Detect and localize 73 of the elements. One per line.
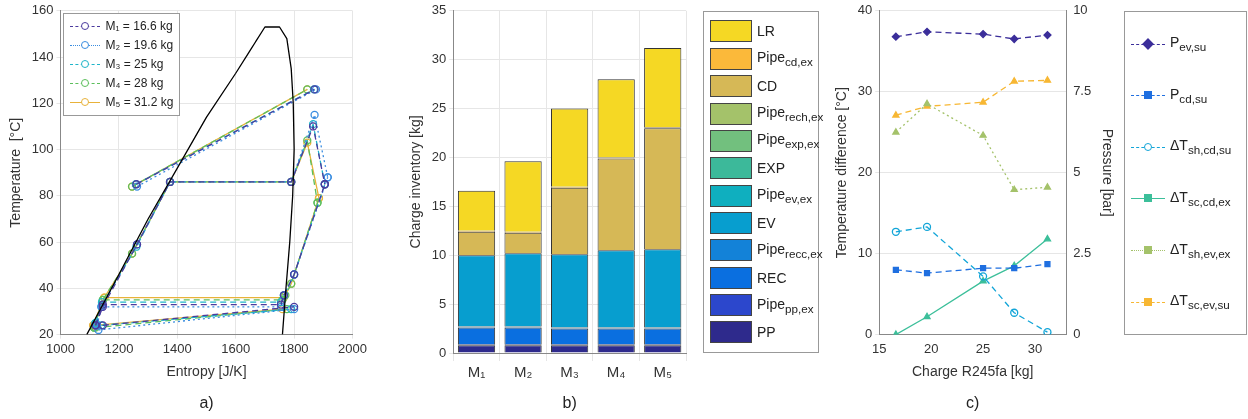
y-tick-label: 30 (431, 51, 447, 67)
legend-label: M₁ = 16.6 kg (105, 17, 173, 35)
y-tick-label: 35 (431, 2, 447, 18)
y-tick-label: 160 (31, 2, 54, 18)
legend-label: Pipe$_{rech,ex}$ (757, 104, 824, 123)
legend-label: REC (757, 269, 787, 286)
x-tick-label: 1400 (162, 340, 192, 356)
legend-label: PP (757, 324, 776, 341)
legend-label: M₂ = 19.6 kg (105, 36, 174, 54)
y-tick-label: 5 (439, 295, 447, 311)
y-axis-title: Temperature difference [°C] (833, 87, 850, 259)
legend-label: P$_{ev,su}$ (1170, 34, 1207, 53)
y-tick-label: 30 (857, 83, 873, 99)
y-tick-label: 40 (857, 2, 873, 18)
legend-label: Pipe$_{cd,ex}$ (757, 49, 813, 69)
y-tick-label: 0 (865, 326, 873, 342)
legend-label: Pipe$_{ev,ex}$ (757, 186, 813, 205)
legend-label: Pipe$_{recc,ex}$ (757, 240, 823, 260)
y2-tick-label: 10 (1073, 2, 1088, 18)
x-tick-label: 1600 (221, 340, 251, 356)
legend-label: ΔT$_{sh,ev,ex}$ (1170, 240, 1231, 260)
text: b) (561, 394, 578, 412)
legend-label: CD (757, 78, 778, 95)
x-tick-label: M₁ (467, 363, 486, 381)
y-tick-label: 0 (439, 344, 447, 360)
y-tick-label: 80 (39, 187, 54, 203)
legend-label: M₄ = 28 kg (105, 74, 164, 92)
x-axis-title: Entropy [J/K] (166, 363, 247, 380)
legend-label: M₃ = 25 kg (105, 55, 164, 73)
y-tick-label: 120 (31, 94, 54, 110)
legend-label: ΔT$_{sh,cd,su}$ (1170, 137, 1232, 157)
y2-tick-label: 5 (1073, 164, 1081, 180)
legend-label: EV (757, 214, 776, 231)
x-tick-label: 20 (923, 340, 939, 356)
y2-tick-label: 7.5 (1073, 83, 1092, 99)
x-tick-label: 30 (1027, 340, 1043, 356)
y-tick-label: 25 (431, 100, 447, 116)
y-tick-label: 20 (39, 326, 54, 342)
y-tick-label: 20 (857, 164, 873, 180)
y-tick-label: 40 (39, 279, 54, 295)
x-tick-label: 15 (872, 340, 887, 356)
x-tick-label: M₂ (513, 363, 533, 381)
y-tick-label: 15 (431, 197, 447, 213)
x-axis-title: Charge R245fa [kg] (911, 363, 1034, 380)
x-tick-label: 1200 (104, 340, 134, 356)
x-tick-label: 1000 (46, 340, 75, 356)
legend-label: Pipe$_{pp,ex}$ (757, 295, 814, 315)
x-tick-label: M₄ (606, 363, 626, 381)
legend-label: LR (757, 23, 775, 40)
legend-label: P$_{cd,su}$ (1170, 85, 1208, 105)
y-tick-label: 20 (431, 149, 447, 165)
y2-tick-label: 2.5 (1073, 245, 1092, 261)
legend-label: ΔT$_{sc,ev,su}$ (1170, 292, 1230, 312)
y-tick-label: 100 (31, 141, 54, 157)
y-axis-title: Temperature [°C] (7, 117, 24, 228)
x-tick-label: M₅ (653, 363, 672, 381)
legend-label: EXP (757, 160, 786, 177)
legend-label: M₅ = 31.2 kg (105, 93, 174, 111)
y-tick-label: 10 (431, 246, 447, 262)
text: c) (965, 394, 981, 412)
y-axis-title: Charge inventory [kg] (407, 115, 424, 249)
x-tick-label: 25 (975, 340, 991, 356)
y2-axis-title: Pressure [bar] (1099, 128, 1116, 217)
y-tick-label: 10 (857, 245, 873, 261)
text: a) (198, 394, 215, 412)
legend-label: ΔT$_{sc,cd,ex}$ (1170, 189, 1231, 208)
x-tick-label: 2000 (338, 340, 367, 356)
y-tick-label: 140 (31, 48, 54, 64)
y-tick-label: 60 (39, 233, 54, 249)
legend-label: Pipe$_{exp,ex}$ (757, 131, 820, 151)
x-tick-label: 1800 (279, 340, 309, 356)
x-tick-label: M₃ (560, 363, 579, 381)
y2-tick-label: 0 (1073, 326, 1081, 342)
